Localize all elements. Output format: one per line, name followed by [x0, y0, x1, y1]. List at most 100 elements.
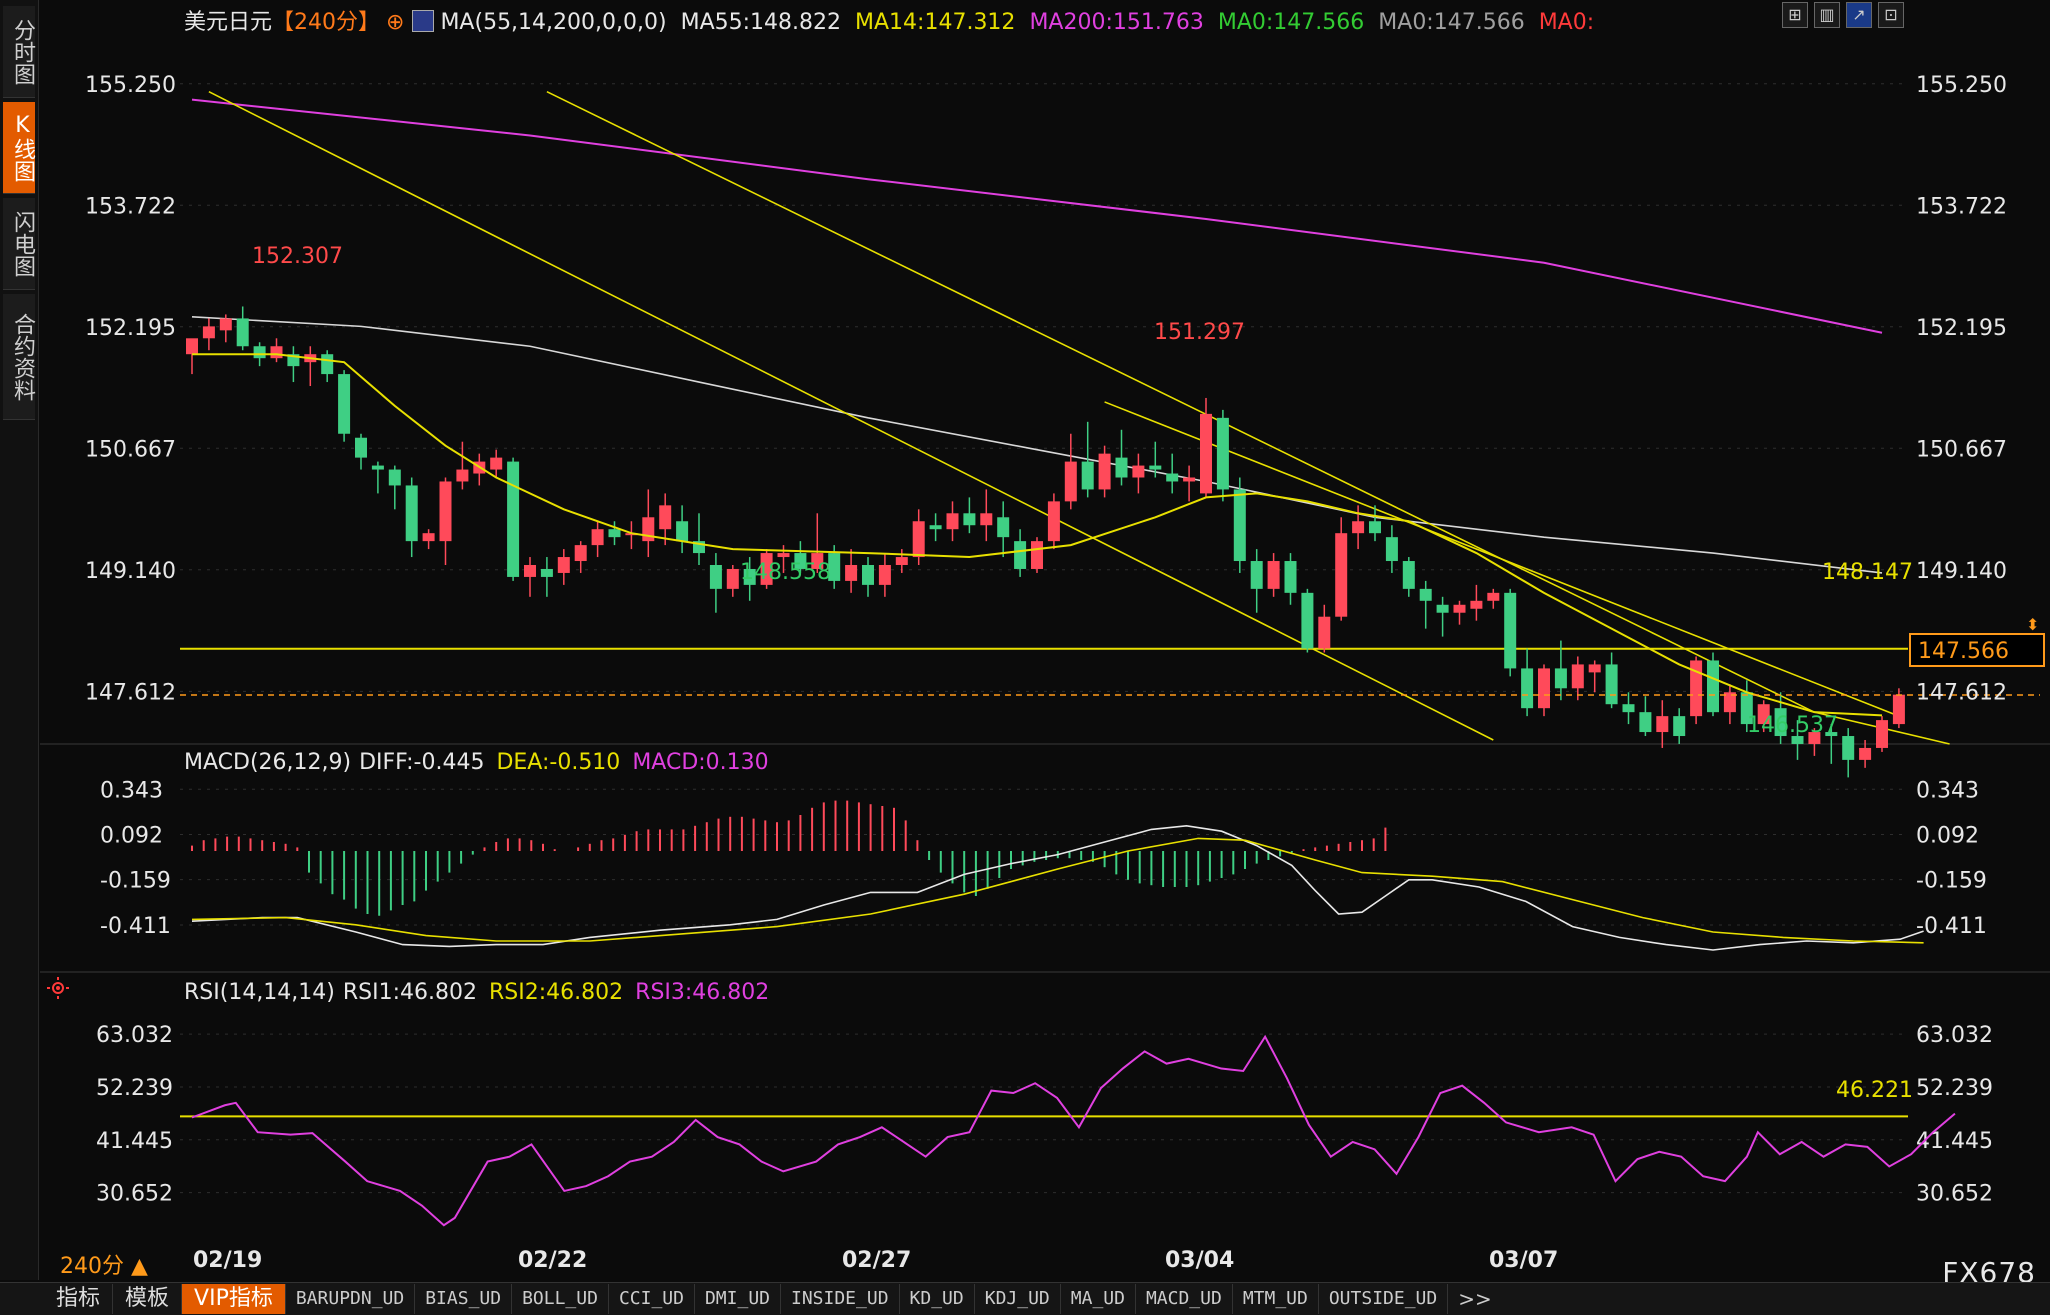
layout-icon[interactable]: ▥ — [1814, 2, 1840, 28]
indicator-bias[interactable]: BIAS_UD — [415, 1284, 513, 1314]
candle-body — [760, 553, 773, 585]
candle-body — [186, 338, 198, 355]
low-label-2: 146.537 — [1747, 713, 1838, 738]
candle-body — [1605, 664, 1618, 705]
candle-body — [1757, 704, 1770, 725]
candle-body — [1115, 457, 1128, 478]
rsi2-value: RSI2:46.802 — [489, 980, 624, 1005]
candle-body — [1166, 473, 1179, 482]
tab-contract-info[interactable]: 合约资料 — [3, 294, 35, 420]
indicator-dmi[interactable]: DMI_UD — [695, 1284, 781, 1314]
ma55-value: MA55:148.822 — [680, 10, 842, 35]
date-label: 02/27 — [842, 1248, 911, 1273]
date-label: 02/19 — [193, 1248, 262, 1273]
period-label: 【240分】 — [272, 10, 381, 35]
macd-tick-left: -0.411 — [100, 914, 171, 939]
trendline — [546, 90, 1950, 745]
candle-body — [1571, 664, 1584, 689]
candle-body — [1892, 694, 1905, 725]
indicator-kdj[interactable]: KDJ_UD — [975, 1284, 1061, 1314]
candle-body — [743, 568, 756, 585]
candle-body — [1622, 704, 1635, 713]
more-indicators-button[interactable]: >> — [1458, 1287, 1492, 1311]
candle-body — [642, 517, 655, 542]
rsi-tick-left: 52.239 — [96, 1076, 173, 1101]
price-tick-left: 149.140 — [85, 559, 176, 584]
tab-vip-indicators[interactable]: VIP指标 — [182, 1284, 286, 1314]
candle-body — [557, 557, 570, 573]
rsi-tick-right: 30.652 — [1916, 1182, 1993, 1207]
macd-tick-right: -0.411 — [1916, 914, 1987, 939]
macd-tick-left: 0.092 — [100, 823, 163, 848]
candle-body — [236, 318, 249, 347]
expand-icon[interactable]: ⊡ — [1878, 2, 1904, 28]
macd-diff-value: DIFF:-0.445 — [359, 750, 485, 775]
candle-body — [895, 557, 908, 565]
indicator-outside[interactable]: OUTSIDE_UD — [1319, 1284, 1449, 1314]
candle-body — [1267, 561, 1280, 589]
period-selector[interactable]: 240分 ▲ — [60, 1254, 148, 1279]
indicator-mtm[interactable]: MTM_UD — [1233, 1284, 1319, 1314]
macd-tick-right: 0.343 — [1916, 778, 1979, 803]
sun-settings-icon[interactable] — [46, 976, 70, 1000]
tab-time-share[interactable]: 分时图 — [3, 6, 35, 98]
rsi-params: RSI(14,14,14) — [184, 980, 335, 1005]
candle-body — [997, 517, 1010, 538]
price-tick-right: 155.250 — [1916, 73, 2007, 98]
grid-icon[interactable]: ⊞ — [1782, 2, 1808, 28]
indicator-inside[interactable]: INSIDE_UD — [781, 1284, 900, 1314]
main-legend: 美元日元【240分】 ⊕ MA(55,14,200,0,0,0) MA55:148.8… — [184, 4, 1608, 36]
macd-dea-value: DEA:-0.510 — [496, 750, 621, 775]
trendlines — [208, 90, 1950, 745]
tab-flash[interactable]: 闪电图 — [3, 198, 35, 290]
candle-body — [1149, 465, 1162, 470]
macd-dea-line — [191, 837, 1924, 944]
candle-body — [524, 565, 536, 577]
rsi-tick-left: 30.652 — [96, 1182, 173, 1207]
candle-body — [1200, 413, 1212, 494]
add-circle-icon[interactable]: ⊕ — [386, 10, 405, 35]
candle-body — [1791, 736, 1804, 744]
candle-body — [287, 354, 300, 367]
candle-body — [1436, 604, 1449, 613]
macd-tick-left: 0.343 — [100, 778, 163, 803]
date-label: 03/07 — [1489, 1248, 1558, 1273]
candle-body — [608, 529, 621, 538]
tab-indicators[interactable]: 指标 — [44, 1284, 114, 1314]
indicator-macd[interactable]: MACD_UD — [1136, 1284, 1233, 1314]
tab-kline[interactable]: K线图 — [3, 102, 35, 194]
high-label-2: 151.297 — [1154, 320, 1245, 345]
candle-body — [456, 469, 469, 482]
chart-toggle-icon[interactable]: ↗ — [1846, 2, 1872, 28]
macd-tick-left: -0.159 — [100, 869, 171, 894]
rsi-legend: RSI(14,14,14) RSI1:46.802 RSI2:46.802 RSI3:… — [184, 980, 781, 1005]
price-tick-left: 150.667 — [85, 437, 176, 462]
indicator-boll[interactable]: BOLL_UD — [512, 1284, 609, 1314]
price-tick-right: 152.195 — [1916, 316, 2007, 341]
candle-body — [1318, 616, 1331, 649]
price-tick-right: 150.667 — [1916, 437, 2007, 462]
candle-body — [811, 553, 824, 569]
candle-body — [1031, 541, 1043, 569]
macd-tick-right: 0.092 — [1916, 823, 1979, 848]
indicator-barupdn[interactable]: BARUPDN_UD — [286, 1284, 416, 1314]
candle-body — [1047, 501, 1060, 542]
high-label-1: 152.307 — [252, 244, 343, 269]
candle-body — [1132, 465, 1145, 478]
indicator-kd[interactable]: KD_UD — [900, 1284, 975, 1314]
candle-body — [1740, 692, 1753, 725]
candle-body — [507, 461, 520, 577]
date-label: 02/22 — [518, 1248, 587, 1273]
indicator-ma[interactable]: MA_UD — [1061, 1284, 1136, 1314]
rsi-tick-right: 41.445 — [1916, 1129, 1993, 1154]
indicator-cci[interactable]: CCI_UD — [609, 1284, 695, 1314]
chart-icon[interactable] — [412, 10, 435, 32]
trendline — [208, 90, 1494, 741]
rsi-axis: 63.032 63.032 52.239 52.239 41.445 41.445 30.6… — [96, 1023, 1993, 1207]
tab-templates[interactable]: 模板 — [113, 1284, 183, 1314]
candle-body — [253, 346, 266, 359]
candle-body — [1554, 668, 1567, 689]
candle-body — [1233, 489, 1246, 562]
